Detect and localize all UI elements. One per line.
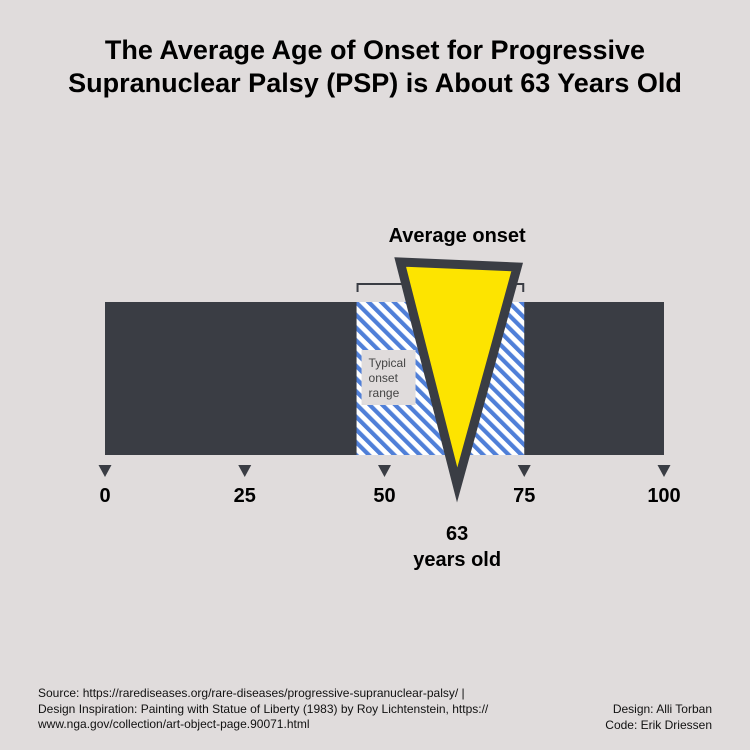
tick-marker: [238, 465, 252, 477]
tick-label: 0: [99, 485, 110, 507]
average-unit-label: years old: [413, 549, 501, 571]
average-value-label: 63: [446, 523, 468, 545]
source-line-3: www.nga.gov/collection/art-object-page.9…: [38, 717, 310, 731]
tick-marker: [378, 465, 391, 477]
average-onset-label: Average onset: [389, 225, 526, 247]
tick-marker: [517, 465, 531, 477]
chart-title: The Average Age of Onset for Progressive…: [0, 34, 750, 100]
code-credit: Code: Erik Driessen: [605, 717, 712, 732]
tick-label: 25: [234, 485, 256, 507]
source-line-2: Design Inspiration: Painting with Statue…: [38, 701, 489, 716]
tick-marker: [98, 465, 112, 477]
tick-label: 50: [373, 485, 395, 507]
title-line-2: Supranuclear Palsy (PSP) is About 63 Yea…: [68, 68, 682, 98]
source-note: Source: https://rarediseases.org/rare-di…: [38, 686, 558, 733]
design-credit: Design: Alli Torban: [612, 702, 712, 716]
typical-range-label-line: range: [369, 386, 400, 400]
title-line-1: The Average Age of Onset for Progressive: [104, 35, 646, 65]
typical-range-label-box: [361, 350, 416, 405]
average-onset-pointer: [394, 257, 524, 503]
tick-marker: [657, 465, 671, 477]
source-line-1: Source: https://rarediseases.org/rare-di…: [38, 686, 465, 700]
credits: Design: Alli Torban Code: Erik Driessen: [605, 702, 712, 733]
typical-range-label-line: Typical: [369, 356, 406, 370]
tick-label: 75: [513, 485, 535, 507]
tick-label: 100: [647, 485, 680, 507]
typical-range-label-line: onset: [369, 371, 399, 385]
